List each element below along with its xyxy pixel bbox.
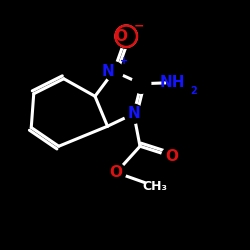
Text: +: + [120, 56, 128, 66]
Text: CH₃: CH₃ [142, 180, 168, 193]
Circle shape [167, 73, 186, 92]
Text: −: − [134, 19, 144, 32]
Text: NH: NH [160, 75, 185, 90]
Text: O: O [110, 165, 123, 180]
Text: O: O [165, 149, 178, 164]
Text: N: N [128, 106, 140, 121]
Text: 2: 2 [190, 86, 197, 96]
Text: N: N [102, 64, 115, 79]
Circle shape [117, 27, 136, 46]
Circle shape [162, 147, 181, 166]
Circle shape [107, 163, 126, 182]
Circle shape [104, 62, 123, 81]
Circle shape [124, 104, 143, 123]
Circle shape [132, 74, 151, 93]
Text: O: O [114, 29, 127, 44]
Circle shape [117, 27, 136, 46]
Circle shape [146, 177, 165, 196]
Circle shape [114, 24, 138, 48]
